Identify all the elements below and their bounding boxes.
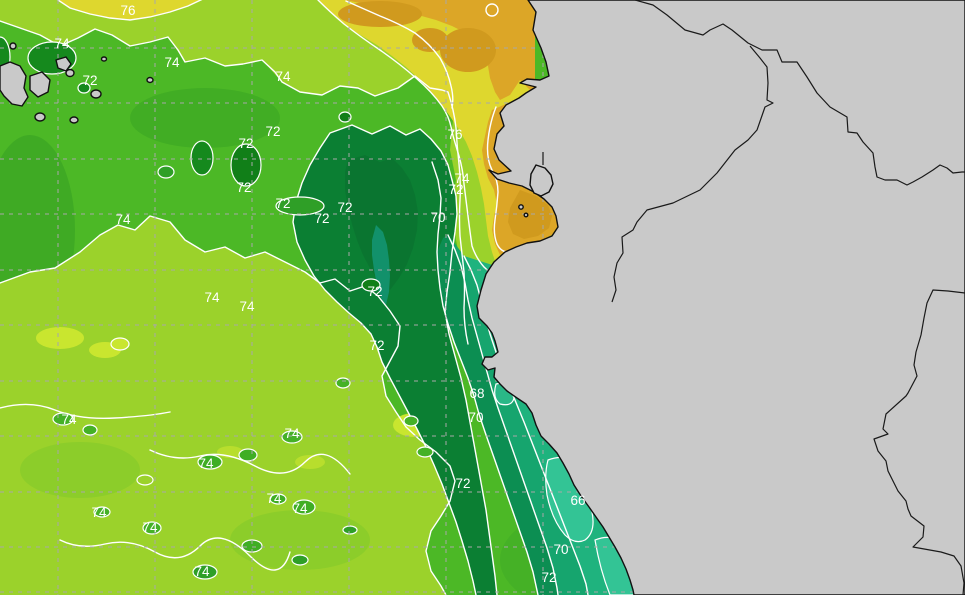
contour-68 [447, 234, 559, 595]
country-borders [611, 0, 965, 595]
contour-label-74: 74 [198, 456, 214, 471]
contour-label-70: 70 [430, 210, 445, 225]
contour-label-74: 74 [61, 412, 77, 427]
contour-label-66: 66 [570, 493, 585, 508]
contour-squiggle-2 [149, 449, 351, 475]
contour-label-74: 74 [284, 426, 300, 441]
contour-label-70: 70 [468, 410, 483, 425]
contour-78 [345, 0, 454, 109]
puna-island [529, 164, 554, 197]
contour-74-top [0, 20, 469, 345]
mainland [476, 0, 965, 595]
contour-label-68: 68 [469, 386, 484, 401]
contour-squiggle-3 [59, 537, 291, 571]
galapagos-islands [0, 42, 154, 124]
contour-labels: 7676747474747474747474747474747474727272… [54, 3, 585, 585]
region-amber-top [345, 0, 535, 100]
contour-label-72: 72 [448, 182, 463, 197]
contour-label-72: 72 [82, 73, 97, 88]
contour-loop-top [485, 3, 499, 17]
contour-label-74: 74 [194, 564, 210, 579]
contour-label-74: 74 [292, 501, 308, 516]
contour-label-74: 74 [142, 520, 158, 535]
contour-label-74: 74 [91, 505, 107, 520]
speckle-rings [0, 36, 434, 580]
contour-label-72: 72 [541, 570, 556, 585]
contour-label-74: 74 [164, 55, 180, 70]
contour-70 [431, 161, 539, 595]
contour-label-76: 76 [447, 127, 462, 142]
contour-label-74: 74 [204, 290, 220, 305]
region-cold-core [345, 155, 418, 290]
border-north [634, 0, 965, 186]
contour-label-72: 72 [275, 196, 290, 211]
contour-72-pool [292, 124, 477, 595]
speckle-green-patches [20, 327, 455, 570]
region-yellow-tongue [56, 0, 203, 21]
contour-label-72: 72 [369, 338, 384, 353]
contour-label-74: 74 [266, 491, 282, 506]
contour-label-74: 74 [275, 69, 291, 84]
contour-label-72: 72 [236, 180, 251, 195]
contour-label-72: 72 [337, 200, 352, 215]
border-east [873, 289, 965, 595]
contour-label-74: 74 [454, 171, 470, 186]
region-cold-sliver [372, 225, 390, 305]
contour-76 [317, 0, 498, 279]
gulf-islet-1 [518, 204, 524, 210]
contour-label-72: 72 [265, 124, 280, 139]
contour-squiggle-1 [0, 403, 171, 420]
band-sea-green [437, 235, 558, 595]
contour-label-74: 74 [54, 36, 70, 51]
region-chartreuse-lower [0, 216, 455, 595]
contour-amber-strip [486, 106, 509, 253]
contour-label-70: 70 [553, 542, 568, 557]
contour-label-72: 72 [455, 476, 470, 491]
contour-label-72: 72 [238, 136, 253, 151]
contour-label-72: 72 [314, 211, 329, 226]
contour-label-72: 72 [367, 284, 382, 299]
gulf-islet-2 [523, 212, 529, 218]
contour-72-east [444, 179, 498, 595]
contour-label-74: 74 [115, 212, 131, 227]
contour-label-76: 76 [120, 3, 135, 18]
contour-label-74: 74 [239, 299, 255, 314]
border-southwest [611, 45, 774, 303]
region-amber-gulf-core [508, 190, 552, 239]
